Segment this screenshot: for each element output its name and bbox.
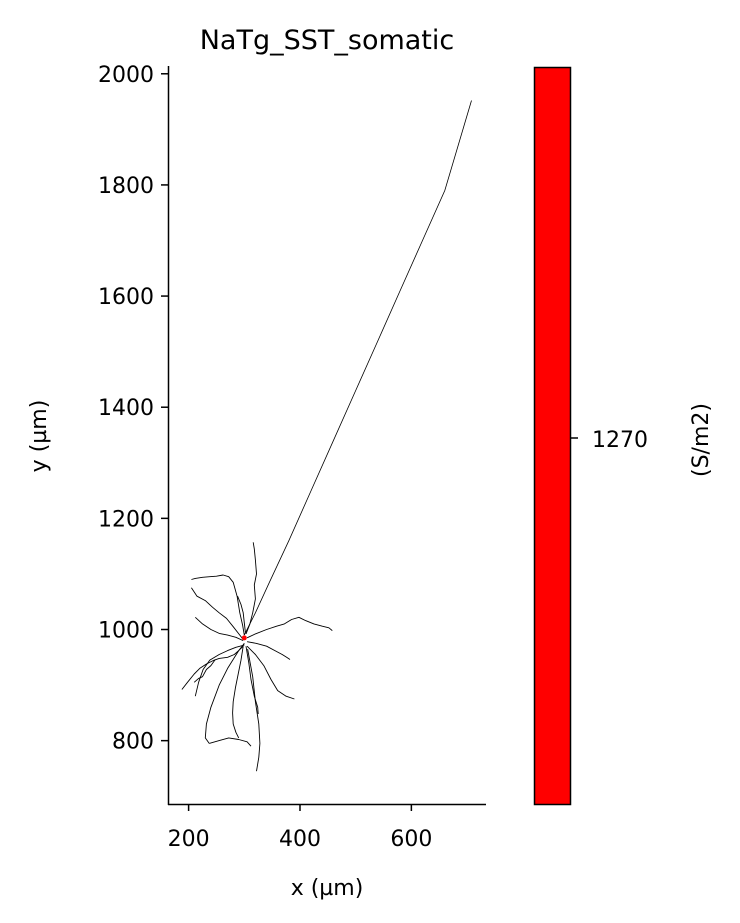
y-tick-label: 800 <box>112 730 154 755</box>
colorbar <box>533 66 572 806</box>
y-tick-label: 1600 <box>98 285 154 310</box>
y-tick-label: 1400 <box>98 396 154 421</box>
dendrite-branch-3 <box>191 574 245 636</box>
axon-line <box>243 100 472 636</box>
dendrite-branch-7 <box>245 646 259 715</box>
dendrite-branch-13 <box>194 616 244 642</box>
plot-area <box>181 100 472 772</box>
soma-marker <box>241 635 247 641</box>
dendrite-branch-14 <box>246 645 295 700</box>
dendrite-branch-12 <box>194 644 245 697</box>
chart-title: NaTg_SST_somatic <box>200 25 455 56</box>
dendrite-branch-16 <box>193 659 216 683</box>
y-ticks: 800 1000 1200 1400 1600 1800 2000 <box>98 63 168 755</box>
dendrite-branch-9 <box>204 643 245 744</box>
dendrite-branch-6 <box>247 641 291 660</box>
x-tick-label: 200 <box>168 827 210 852</box>
y-axis-label: y (µm) <box>27 400 52 473</box>
x-ticks: 200 400 600 <box>168 804 432 852</box>
dendrite-branch-15 <box>237 596 246 633</box>
x-tick-label: 600 <box>390 827 432 852</box>
y-tick-label: 1800 <box>98 174 154 199</box>
y-tick-label: 1200 <box>98 507 154 532</box>
colorbar-label: (S/m2) <box>689 403 714 477</box>
dendrite-branch-2 <box>191 587 244 640</box>
y-tick-label: 2000 <box>98 63 154 88</box>
dendrite-branch-4 <box>245 542 257 635</box>
y-tick-label: 1000 <box>98 619 154 644</box>
x-axis-label: x (µm) <box>291 876 364 901</box>
dendrite-branch-5 <box>246 616 333 639</box>
dendrite-branch-8 <box>232 646 244 739</box>
dendrite-branch-1 <box>181 643 245 690</box>
dendrite-branch-11 <box>247 648 261 772</box>
x-tick-label: 400 <box>279 827 321 852</box>
dendrite-group <box>181 542 333 772</box>
dendrite-branch-10 <box>209 737 252 747</box>
colorbar-tick-label: 1270 <box>592 428 648 453</box>
